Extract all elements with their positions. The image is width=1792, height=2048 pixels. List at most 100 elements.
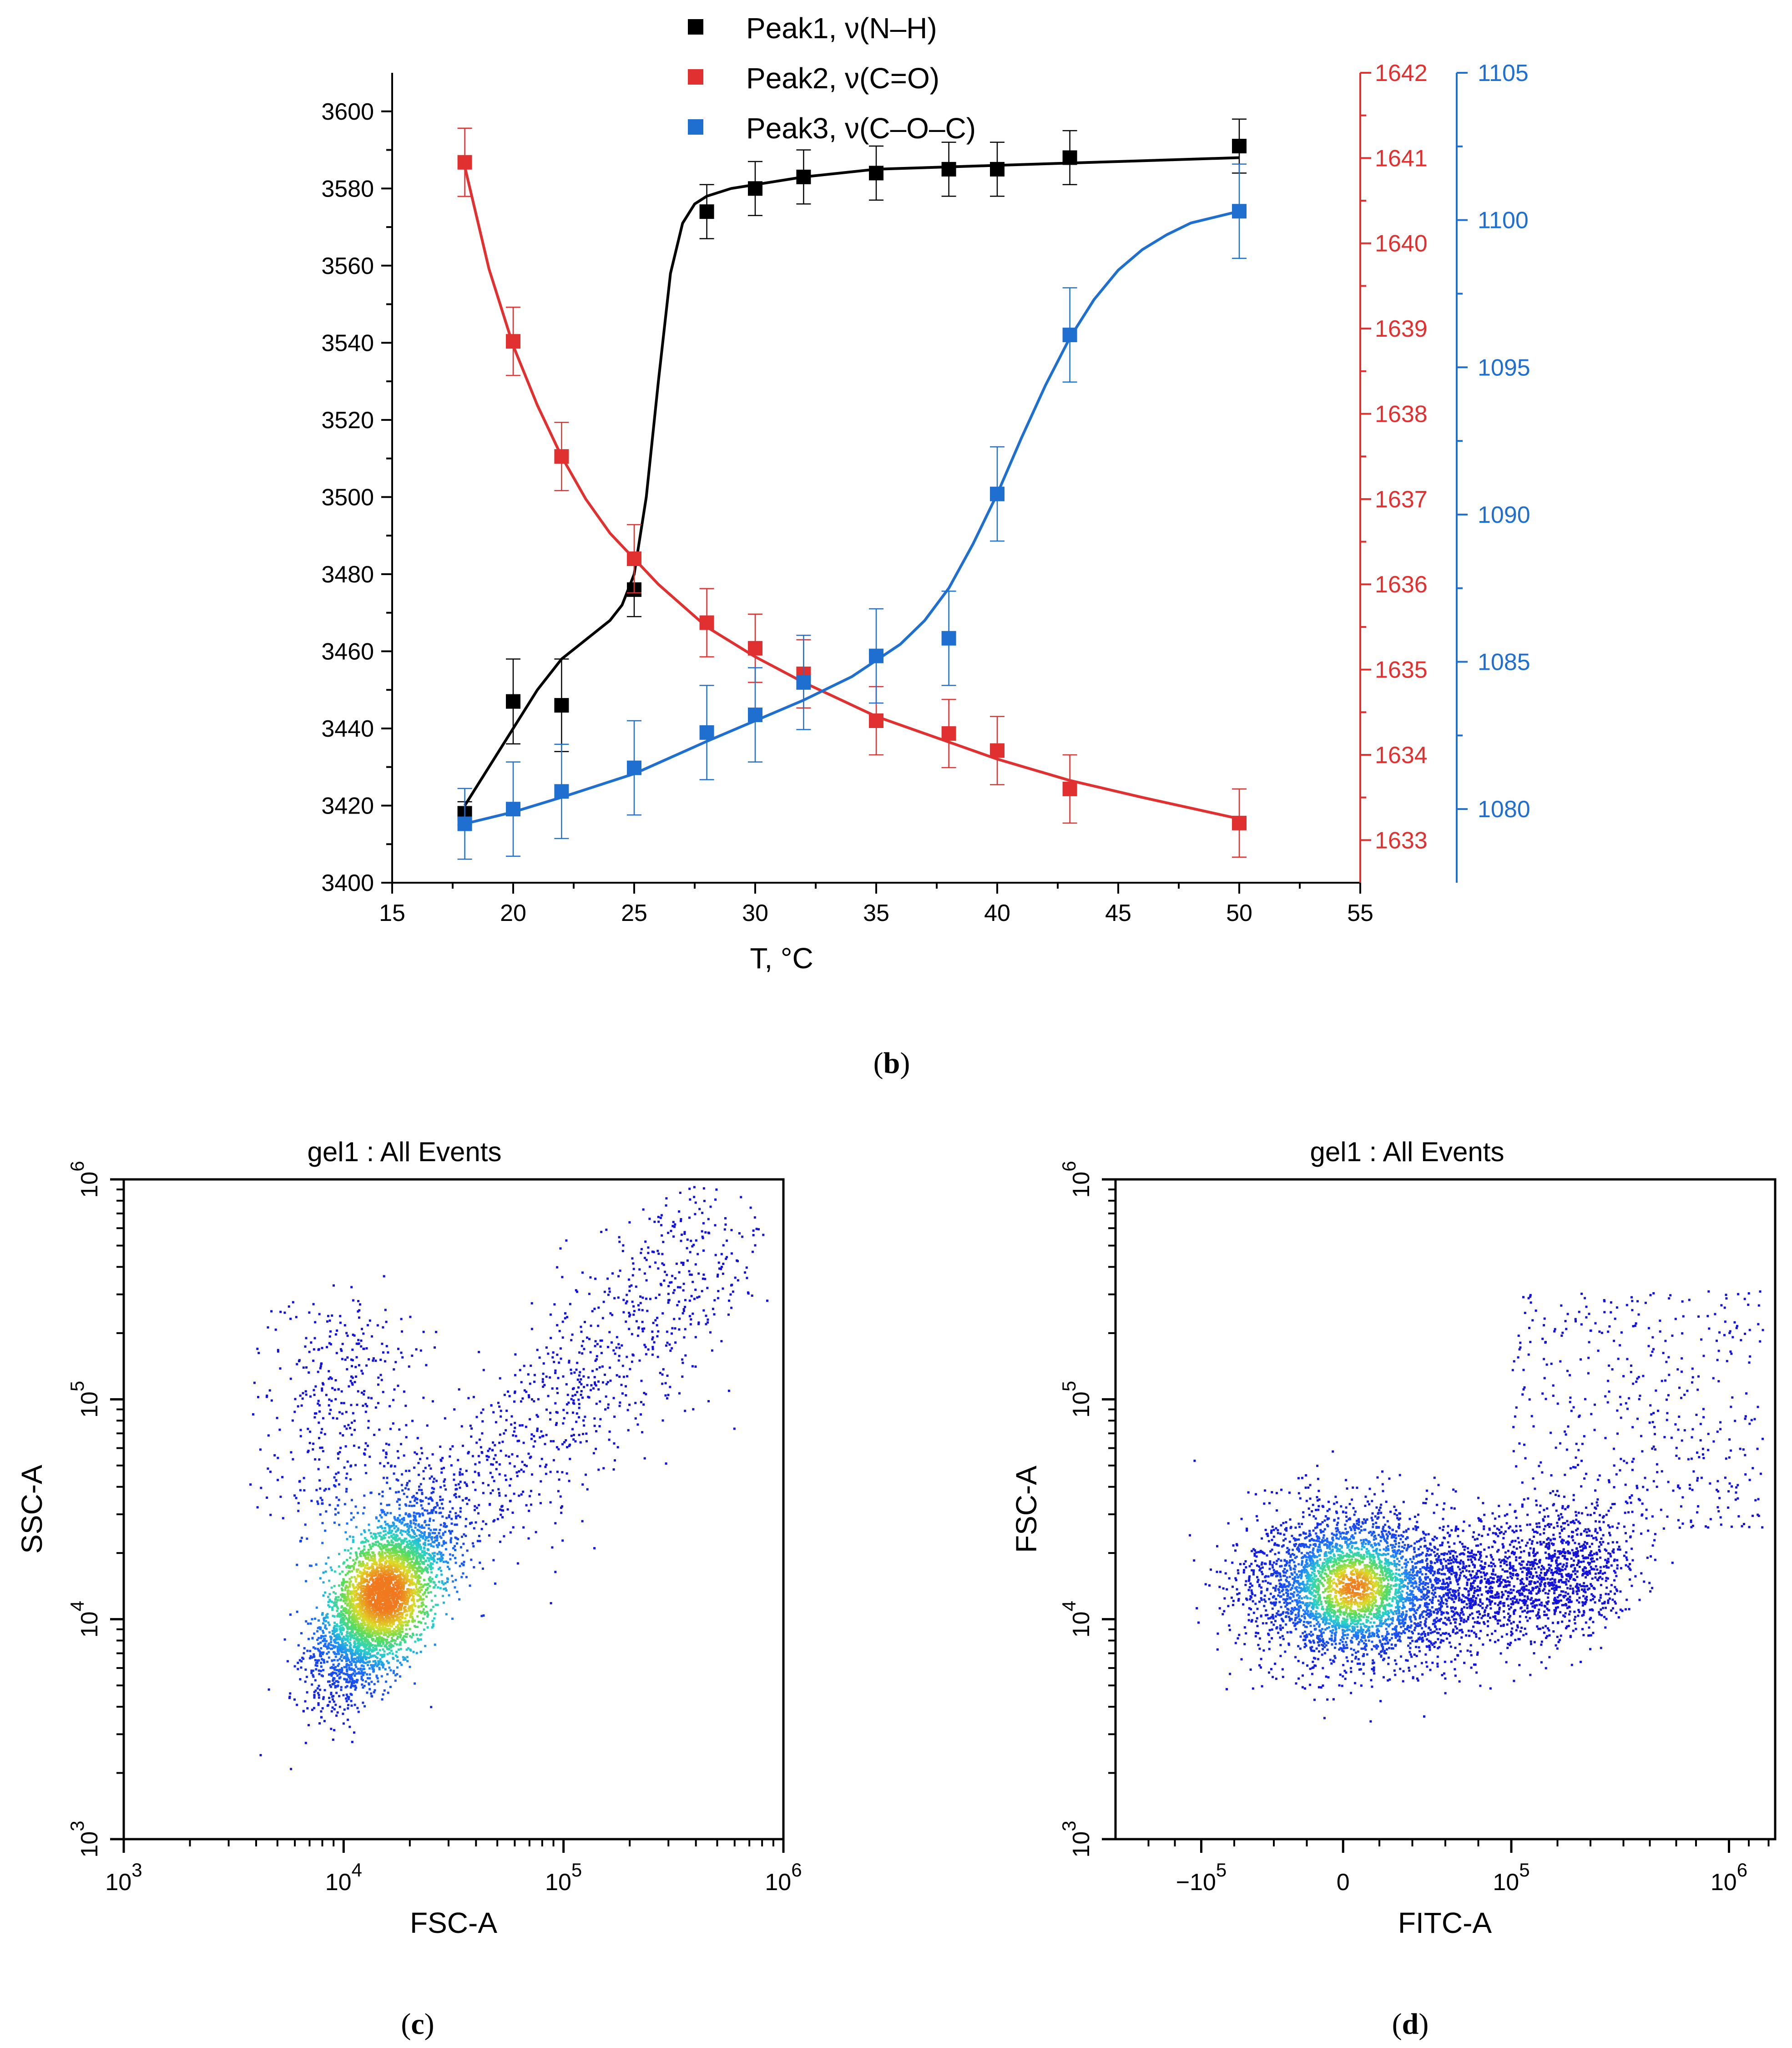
b-caption: (b): [873, 1047, 910, 1080]
c-event-point: [673, 1289, 676, 1292]
c-event-point: [510, 1478, 512, 1481]
c-event-point: [432, 1623, 434, 1626]
c-event-point: [648, 1218, 651, 1220]
c-event-point: [702, 1237, 704, 1239]
c-event-point: [618, 1240, 621, 1243]
c-event-point: [423, 1563, 425, 1565]
c-event-point: [386, 1477, 389, 1479]
c-event-point: [396, 1529, 399, 1532]
b-data-point: [1062, 781, 1077, 796]
b-x-tick-label: 30: [742, 900, 768, 926]
c-event-point: [411, 1355, 414, 1357]
c-event-point: [378, 1520, 380, 1522]
c-event-point: [433, 1528, 435, 1531]
c-event-point: [499, 1433, 501, 1436]
c-event-point: [406, 1621, 409, 1624]
c-event-point: [426, 1611, 429, 1613]
c-event-point: [378, 1428, 381, 1431]
c-event-point: [499, 1541, 501, 1543]
c-event-point: [454, 1512, 457, 1515]
c-event-point: [412, 1557, 414, 1559]
c-event-point: [664, 1270, 666, 1273]
c-event-point: [376, 1677, 379, 1679]
c-event-point: [356, 1556, 358, 1559]
c-event-point: [362, 1701, 364, 1704]
c-event-point: [366, 1564, 368, 1567]
c-event-point: [389, 1531, 391, 1534]
c-event-point: [408, 1567, 410, 1569]
c-event-point: [404, 1546, 406, 1548]
c-event-point: [343, 1666, 346, 1669]
c-event-point: [259, 1448, 262, 1451]
c-event-point: [434, 1584, 437, 1586]
c-event-point: [626, 1355, 628, 1358]
c-event-point: [481, 1420, 484, 1423]
c-event-point: [398, 1617, 400, 1619]
c-event-point: [570, 1339, 573, 1341]
c-event-point: [393, 1522, 395, 1525]
c-event-point: [349, 1643, 352, 1646]
c-event-point: [390, 1541, 393, 1543]
c-event-point: [420, 1572, 423, 1575]
c-event-point: [730, 1229, 733, 1231]
c-event-point: [316, 1659, 319, 1662]
c-event-point: [393, 1388, 396, 1391]
c-event-point: [369, 1628, 372, 1631]
c-event-point: [353, 1674, 356, 1677]
c-event-point: [374, 1594, 376, 1596]
c-event-point: [505, 1454, 507, 1457]
c-event-point: [348, 1614, 350, 1617]
c-event-point: [375, 1580, 378, 1582]
c-event-point: [352, 1539, 354, 1542]
c-event-point: [446, 1566, 449, 1568]
c-event-point: [393, 1554, 395, 1557]
c-event-point: [657, 1220, 660, 1223]
c-event-point: [403, 1559, 405, 1562]
c-event-point: [362, 1634, 365, 1637]
c-event-point: [383, 1633, 385, 1636]
c-event-point: [433, 1554, 435, 1557]
c-event-point: [362, 1550, 364, 1552]
c-event-point: [374, 1533, 377, 1536]
c-event-point: [622, 1311, 625, 1314]
c-event-point: [317, 1502, 319, 1505]
c-event-point: [354, 1620, 357, 1623]
c-event-point: [349, 1427, 352, 1429]
c-event-point: [333, 1625, 336, 1627]
c-event-point: [384, 1530, 387, 1532]
c-event-point: [313, 1694, 316, 1697]
c-event-point: [642, 1208, 645, 1211]
c-event-point: [419, 1513, 421, 1516]
c-event-point: [322, 1383, 325, 1386]
c-event-point: [384, 1623, 387, 1626]
c-event-point: [361, 1641, 364, 1644]
c-event-point: [421, 1561, 424, 1563]
c-event-point: [549, 1418, 552, 1421]
c-event-point: [454, 1586, 456, 1589]
c-event-point: [328, 1697, 331, 1699]
c-event-point: [282, 1517, 284, 1520]
c-event-point: [449, 1558, 452, 1561]
c-event-point: [415, 1552, 418, 1555]
c-event-point: [375, 1674, 378, 1677]
c-event-point: [363, 1393, 365, 1396]
c-event-point: [527, 1537, 530, 1540]
c-event-point: [442, 1532, 444, 1535]
c-event-point: [367, 1626, 369, 1629]
c-event-point: [320, 1635, 323, 1638]
c-event-point: [359, 1672, 362, 1675]
c-event-point: [570, 1435, 573, 1437]
c-event-point: [352, 1334, 354, 1336]
c-event-point: [444, 1523, 446, 1525]
c-event-point: [380, 1636, 383, 1639]
c-event-point: [353, 1640, 356, 1643]
c-event-point: [430, 1706, 433, 1709]
c-event-point: [355, 1649, 357, 1652]
c-event-point: [601, 1339, 603, 1342]
c-event-point: [403, 1600, 406, 1603]
c-event-point: [722, 1272, 724, 1275]
c-event-point: [368, 1649, 370, 1652]
c-event-point: [377, 1600, 379, 1603]
c-event-point: [404, 1537, 406, 1540]
c-event-point: [619, 1269, 621, 1272]
